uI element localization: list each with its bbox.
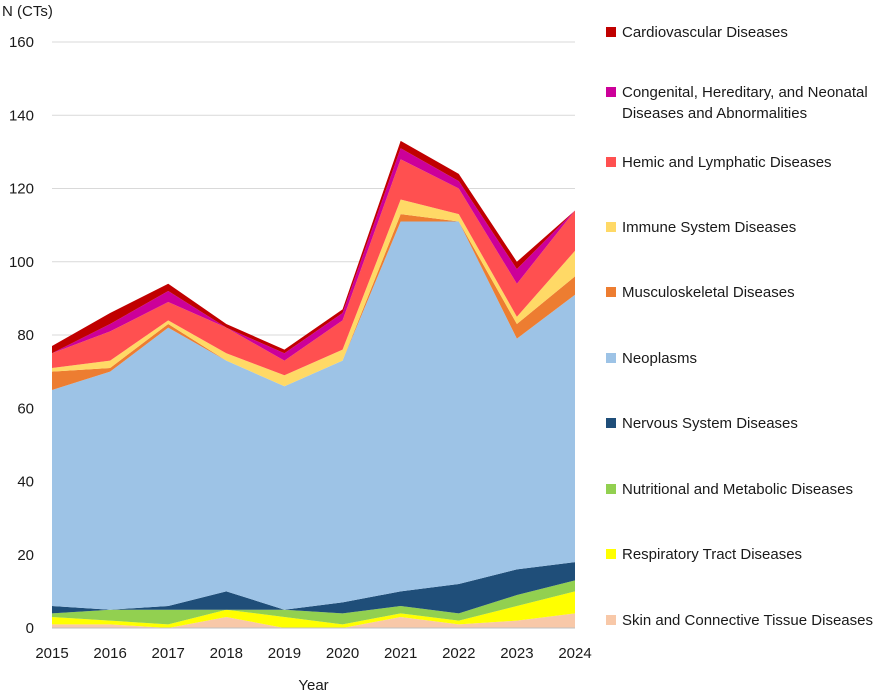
x-tick-label: 2021	[384, 645, 417, 662]
x-tick-label: 2024	[558, 645, 591, 662]
legend-swatch	[606, 549, 616, 559]
legend-item: Neoplasms	[606, 348, 881, 369]
area-immune-system-diseases	[52, 199, 575, 387]
area-musculoskeletal-diseases	[52, 214, 575, 390]
legend-label: Nervous System Diseases	[622, 415, 798, 432]
legend-swatch	[606, 222, 616, 232]
area-series	[52, 140, 575, 628]
x-tick-label: 2016	[93, 645, 126, 662]
legend-swatch	[606, 484, 616, 494]
legend-label: Musculoskeletal Diseases	[622, 284, 795, 301]
x-tick-label: 2019	[268, 645, 301, 662]
legend-label: Nutritional and Metabolic Diseases	[622, 481, 853, 498]
x-tick-label: 2017	[152, 645, 185, 662]
legend-label: Respiratory Tract Diseases	[622, 546, 803, 563]
y-tick-label: 0	[26, 620, 34, 637]
legend-item: Congenital, Hereditary, and Neonatal Dis…	[606, 82, 881, 124]
legend-item: Skin and Connective Tissue Diseases	[606, 610, 881, 631]
legend-label: Immune System Diseases	[622, 219, 797, 236]
legend-item: Musculoskeletal Diseases	[606, 282, 881, 303]
area-neoplasms	[52, 221, 575, 610]
y-tick-label: 20	[17, 547, 34, 564]
y-tick-label: 80	[17, 327, 34, 344]
legend-swatch	[606, 418, 616, 428]
legend-label: Neoplasms	[622, 350, 698, 367]
legend-label: Skin and Connective Tissue Diseases	[622, 612, 873, 629]
legend-item: Nutritional and Metabolic Diseases	[606, 479, 881, 500]
y-tick-label: 100	[9, 254, 34, 271]
area-respiratory-tract-diseases	[52, 591, 575, 628]
x-tick-label: 2020	[326, 645, 359, 662]
legend-swatch	[606, 157, 616, 167]
legend-swatch	[606, 287, 616, 297]
y-tick-label: 60	[17, 400, 34, 417]
y-tick-label: 160	[9, 34, 34, 51]
area-congenital-hereditary-and-neonatal-diseases-and-abnormalities	[52, 148, 575, 361]
legend-label: Cardiovascular Diseases	[622, 24, 788, 41]
x-axis-ticks: 2015 2016 2017 2018 2019 2020 2021 2022 2023 2024	[35, 645, 591, 662]
y-axis-ticks: 0 20 40 60 80 100 120 140 160	[9, 34, 34, 637]
area-hemic-and-lymphatic-diseases	[52, 159, 575, 376]
legend-label: Congenital, Hereditary, and Neonatal Dis…	[622, 84, 868, 122]
x-axis-title: Year	[298, 677, 328, 691]
x-tick-label: 2023	[500, 645, 533, 662]
y-tick-label: 140	[9, 107, 34, 124]
y-axis-title: N (CTs)	[2, 3, 53, 20]
y-tick-label: 120	[9, 181, 34, 198]
x-tick-label: 2018	[210, 645, 243, 662]
legend-swatch	[606, 27, 616, 37]
x-tick-label: 2022	[442, 645, 475, 662]
legend-swatch	[606, 615, 616, 625]
area-nutritional-and-metabolic-diseases	[52, 580, 575, 625]
legend-label: Hemic and Lymphatic Diseases	[622, 154, 832, 171]
legend-item: Respiratory Tract Diseases	[606, 544, 881, 565]
legend-item: Cardiovascular Diseases	[606, 22, 881, 43]
x-tick-label: 2015	[35, 645, 68, 662]
legend-item: Immune System Diseases	[606, 217, 881, 238]
legend-swatch	[606, 87, 616, 97]
area-cardiovascular-diseases	[52, 140, 575, 354]
legend-item: Nervous System Diseases	[606, 413, 881, 434]
legend-swatch	[606, 353, 616, 363]
area-nervous-system-diseases	[52, 562, 575, 614]
area-skin-and-connective-tissue-diseases	[52, 613, 575, 628]
y-tick-label: 40	[17, 474, 34, 491]
legend-item: Hemic and Lymphatic Diseases	[606, 152, 881, 173]
